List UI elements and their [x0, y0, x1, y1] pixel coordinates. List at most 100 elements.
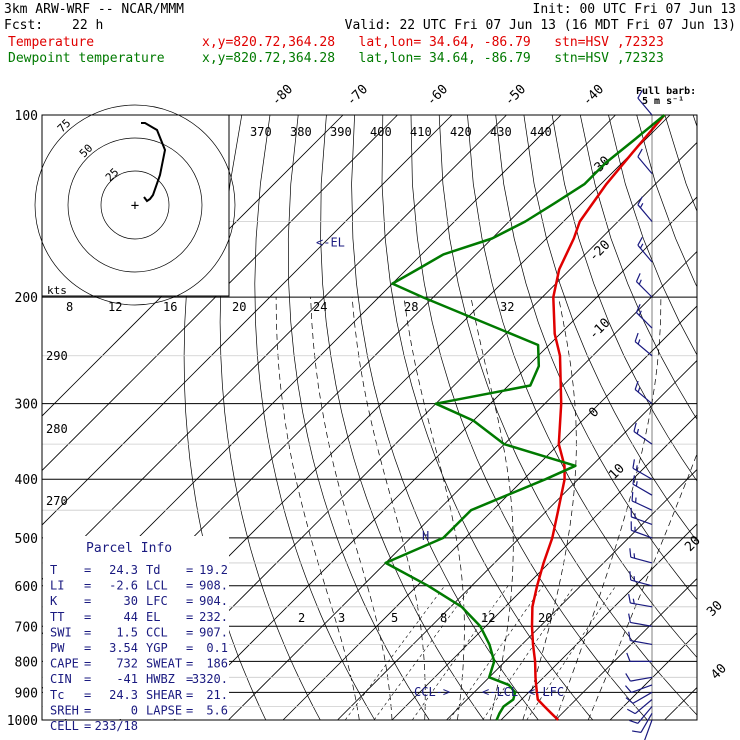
dewpoint-location: x,y=820.72,364.28 lat,lon= 34.64, -86.79…: [202, 51, 664, 66]
isotherm-line: [719, 115, 740, 720]
parcel-label: LAPSE: [146, 703, 182, 717]
moist-adiabat-label: 20: [232, 300, 246, 314]
parcel-value: 21.: [206, 688, 228, 702]
isotherm-line: [500, 523, 697, 720]
wind-barb: [644, 719, 653, 740]
mixing-ratio-line: [344, 585, 445, 720]
parcel-equals: =: [84, 579, 91, 593]
wind-barb: [631, 491, 653, 511]
parcel-value: 1.5: [116, 625, 138, 639]
isotherm-label: -50: [502, 82, 529, 109]
hodograph-units: kts: [47, 284, 67, 297]
parcel-label: LFC: [146, 594, 168, 608]
parcel-equals: =: [186, 625, 193, 639]
moist-adiabat-line: [310, 297, 393, 720]
theta-label: 430: [490, 125, 512, 139]
parcel-equals: =: [186, 594, 193, 608]
parcel-label: LCL: [146, 579, 168, 593]
moist-adiabat-label: 8: [66, 300, 73, 314]
wind-barb: [633, 422, 653, 445]
parcel-value: 904.: [199, 594, 228, 608]
parcel-equals: =: [84, 625, 91, 639]
lfc-marker: <-LFC: [528, 685, 564, 699]
theta-label: 410: [410, 125, 432, 139]
dry-adiabat-line: [608, 115, 697, 356]
parcel-label: SREH: [50, 703, 79, 717]
moist-adiabat-line: [470, 297, 514, 720]
isotherm-label: 30: [704, 598, 726, 620]
parcel-label: CAPE: [50, 657, 79, 671]
parcel-value: 907.: [199, 625, 228, 639]
mixing-ratio-label: 12: [481, 611, 495, 625]
parcel-value: 44: [124, 610, 138, 624]
init-time: Init: 00 UTC Fri 07 Jun 13: [532, 2, 737, 17]
parcel-value: 24.3: [109, 563, 138, 577]
parcel-equals: =: [84, 719, 91, 733]
mixing-ratio-line: [526, 585, 617, 720]
isotherm-label: -80: [269, 82, 296, 109]
isotherm-line: [391, 414, 697, 720]
wind-barb: [629, 548, 653, 564]
theta-label: 420: [450, 125, 472, 139]
wind-barb: [629, 706, 653, 724]
parcel-equals: =: [186, 688, 193, 702]
parcel-label: TT: [50, 610, 64, 624]
mixing-ratio-label: 2: [298, 611, 305, 625]
moist-adiabat-label: 28: [404, 300, 418, 314]
wind-barb: [627, 699, 653, 715]
parcel-equals: =: [186, 579, 193, 593]
moist-adiabat-label: 12: [108, 300, 122, 314]
parcel-value: 30: [124, 594, 138, 608]
parcel-label: PW: [50, 641, 65, 655]
dry-adiabat-line: [579, 115, 697, 420]
dry-adiabat-line: [287, 115, 430, 720]
moist-adiabat-label: 24: [313, 300, 327, 314]
isotherm-label: -70: [344, 82, 371, 109]
isotherm-line: [609, 632, 697, 720]
hodograph-ring: [100, 170, 170, 240]
pressure-tick-label: 400: [15, 473, 38, 488]
hodograph-box: [41, 114, 230, 297]
isotherm-label: 20: [682, 533, 704, 555]
pressure-tick-label: 700: [15, 620, 38, 635]
dry-adiabat-line: [351, 115, 539, 720]
parcel-equals: =: [84, 688, 91, 702]
forecast-hour: 22 h: [72, 18, 104, 33]
dry-adiabat-line: [320, 115, 485, 720]
dry-adiabat-line: [692, 115, 697, 128]
parcel-equals: =: [186, 641, 193, 655]
isotherm-label: 0: [586, 405, 602, 421]
parcel-value: 3.54: [109, 641, 138, 655]
parcel-info-panel: Parcel Info T = 24.3 Td = 19.2 LI = -2.6 LCL = 908. K…: [43, 536, 229, 733]
parcel-value: 908.: [199, 579, 228, 593]
mixing-ratio-label: 8: [440, 611, 447, 625]
isotherm-label: 40: [708, 661, 730, 683]
pressure-tick-label: 500: [15, 532, 38, 547]
pressure-tick-label: 600: [15, 580, 38, 595]
parcel-value: 0: [131, 703, 138, 717]
parcel-value: 24.3: [109, 688, 138, 702]
wind-barb: [628, 631, 653, 646]
moist-adiabat-label: 32: [500, 300, 514, 314]
parcel-equals: =: [84, 657, 91, 671]
parcel-label: Td: [146, 563, 160, 577]
parcel-equals: =: [84, 610, 91, 624]
isotherm-line: [555, 577, 697, 720]
parcel-info-background: [43, 536, 229, 719]
parcel-value: 732: [116, 657, 138, 671]
parcel-label: EL: [146, 610, 160, 624]
wind-barb: [630, 521, 653, 539]
wind-barb: [626, 652, 652, 662]
freezing-level-marker: H: [422, 529, 429, 543]
parcel-equals: =: [186, 563, 193, 577]
parcel-value: -41: [116, 672, 138, 686]
theta-label: 380: [290, 125, 312, 139]
wind-barb: [630, 507, 653, 525]
pressure-tick-label: 300: [15, 398, 38, 413]
parcel-equals: =: [84, 641, 91, 655]
isotherm-line: [42, 115, 398, 472]
dry-adiabat-line: [410, 115, 648, 720]
parcel-equals: =: [84, 594, 91, 608]
wind-barb: [632, 475, 653, 496]
